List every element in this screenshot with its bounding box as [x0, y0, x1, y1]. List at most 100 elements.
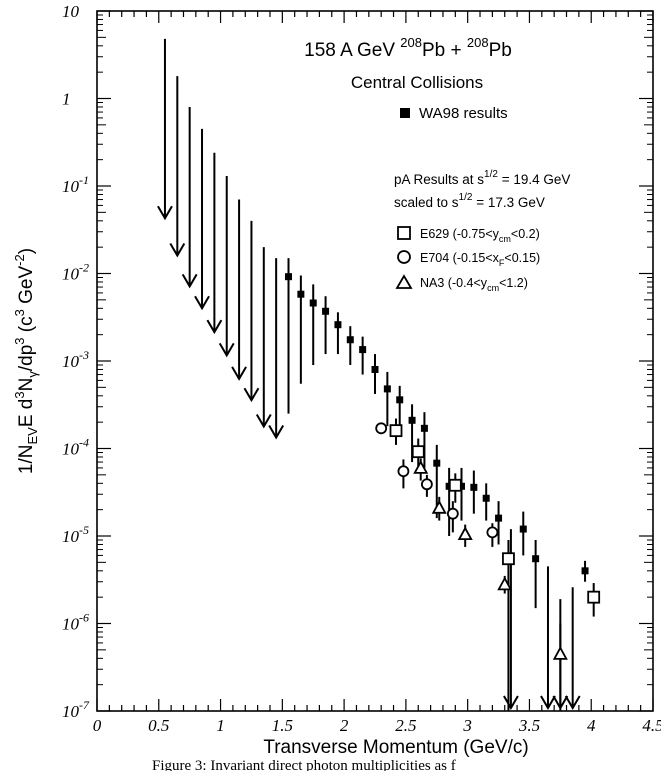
series-e704 [375, 422, 499, 547]
data-point [383, 385, 391, 393]
data-point [346, 336, 354, 344]
y-tick-label: 10-3 [62, 348, 89, 371]
data-point [359, 346, 367, 354]
y-tick-label: 10-4 [62, 436, 89, 459]
data-point [396, 396, 404, 404]
data-marks [157, 38, 601, 711]
data-point [497, 576, 513, 591]
data-point [413, 460, 429, 474]
limit-arrowhead [218, 342, 235, 358]
data-point [581, 567, 589, 575]
limit-arrowhead [157, 205, 173, 221]
data-point [397, 465, 410, 478]
upper-limit-arrow [255, 247, 272, 429]
data-point [495, 514, 503, 522]
x-tick-label: 4.5 [642, 716, 661, 735]
data-point [552, 645, 568, 660]
upper-limit-arrow [218, 176, 235, 358]
data-point [486, 526, 499, 539]
x-tick-label: 3 [462, 716, 472, 735]
data-point [519, 525, 527, 533]
y-tick-label: 10-2 [62, 261, 89, 284]
figure-caption-fragment: Figure 3: Invariant direct photon multip… [152, 758, 456, 771]
upper-limit-arrow [231, 199, 247, 381]
data-point [502, 552, 515, 566]
y-tick-labels: 10 1 10-1 10-2 10-3 10-4 10-5 10-6 10-7 [62, 2, 90, 721]
x-tick-label: 3.5 [518, 716, 540, 735]
data-point [411, 445, 425, 459]
y-tick-label: 10 [62, 2, 80, 21]
upper-limit-arrow [206, 152, 223, 335]
upper-limit-arrow [181, 106, 198, 289]
limit-arrowhead [194, 295, 210, 311]
y-tick-label: 1 [62, 90, 71, 109]
limit-arrowhead [268, 424, 285, 440]
data-point [433, 459, 441, 467]
upper-limit-arrow [540, 566, 556, 710]
data-point [334, 321, 342, 329]
legend-marker-wa98 [400, 108, 410, 118]
data-point [389, 424, 403, 438]
chart-title: 158 A GeV 208Pb + 208Pb [304, 35, 512, 61]
legend-label-wa98: WA98 results [419, 105, 508, 122]
x-tick-label: 2.5 [395, 716, 416, 735]
data-point [532, 555, 540, 563]
data-point [420, 478, 433, 491]
data-point [448, 478, 462, 492]
upper-limit-arrow [564, 587, 581, 710]
x-tick-label: 4 [587, 716, 596, 735]
limit-arrowhead [169, 243, 186, 258]
x-tick-label: 1.5 [272, 716, 293, 735]
axis-ticks [96, 10, 654, 712]
legend-label-e629: E629 (-0.75<ycm<0.2) [420, 227, 540, 244]
x-tick-label: 2 [340, 716, 349, 735]
limit-arrowhead [564, 695, 581, 710]
upper-limit-arrow [157, 38, 173, 221]
x-tick-label: 1 [216, 716, 225, 735]
data-point [457, 526, 473, 541]
x-tick-label: 0.5 [148, 716, 169, 735]
legend-label-na3: NA3 (-0.4<ycm<1.2) [420, 276, 528, 293]
series-na3 [413, 458, 568, 711]
data-point [482, 494, 490, 502]
pa-header-line2: scaled to s1/2 = 17.3 GeV [394, 192, 545, 210]
data-point [322, 307, 330, 315]
data-point [408, 416, 416, 424]
limit-arrowhead [243, 387, 260, 403]
data-point [297, 290, 305, 298]
limit-arrowhead [503, 695, 519, 710]
x-tick-label: 0 [93, 716, 102, 735]
series-wa98-results [285, 258, 589, 609]
upper-limit-arrow [268, 258, 285, 440]
y-axis-title: 1/NEVE d3Nγ/dp3 (c3 GeV-2) [12, 248, 40, 474]
series-e629 [389, 418, 601, 711]
limit-arrowhead [181, 273, 198, 289]
data-point [309, 299, 317, 307]
data-point [375, 422, 388, 435]
data-point [470, 483, 478, 491]
x-axis-title: Transverse Momentum (GeV/c) [263, 737, 528, 758]
y-tick-label: 10-5 [62, 523, 89, 546]
legend-marker-e704 [397, 250, 411, 264]
y-tick-label: 10-7 [62, 698, 90, 721]
limit-arrowhead [540, 695, 556, 710]
data-point [446, 507, 459, 520]
y-tick-label: 10-6 [62, 611, 89, 634]
data-point [371, 365, 379, 373]
upper-limit-arrow [243, 220, 260, 403]
x-tick-labels: 0 0.5 1 1.5 2 2.5 3 3.5 4 4.5 [93, 716, 661, 735]
legend-label-e704: E704 (-0.15<xF<0.15) [420, 251, 540, 268]
legend-marker-na3 [395, 274, 413, 289]
upper-limit-arrow [169, 76, 186, 258]
legend-marker-e629 [397, 226, 411, 240]
limit-arrowhead [255, 414, 272, 429]
data-point [285, 273, 293, 281]
limit-arrowhead [206, 319, 223, 335]
upper-limit-arrow [194, 128, 210, 311]
data-point [420, 424, 428, 432]
data-point [587, 590, 601, 604]
data-point [431, 499, 447, 514]
y-tick-label: 10-1 [62, 173, 89, 196]
pa-header-line1: pA Results at s1/2 = 19.4 GeV [394, 169, 570, 187]
